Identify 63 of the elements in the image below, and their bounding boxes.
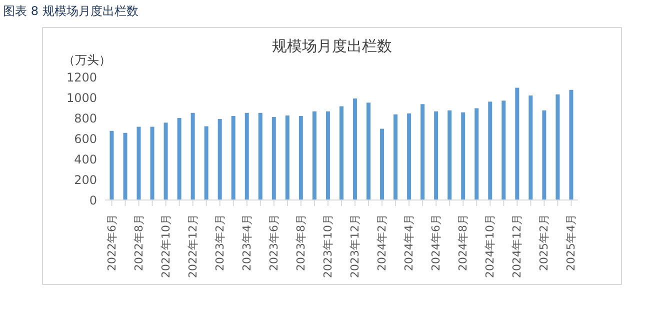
x-tick-label: 2023年8月 (294, 214, 308, 271)
bar (528, 95, 533, 200)
bar (244, 112, 249, 200)
y-tick-label: 1200 (66, 70, 97, 84)
bar (366, 102, 370, 200)
x-tick-label: 2025年2月 (538, 214, 551, 271)
bar (312, 111, 316, 200)
x-tick-label: 2022年8月 (132, 214, 146, 271)
bar (488, 102, 492, 200)
bar (448, 110, 452, 200)
bar (407, 113, 412, 200)
y-tick-label: 800 (74, 111, 97, 126)
bar (352, 98, 357, 200)
x-tick-label: 2022年6月 (105, 214, 118, 271)
x-tick-label: 2024年8月 (456, 214, 470, 271)
bar (326, 111, 330, 200)
bar (461, 112, 466, 200)
bar (542, 110, 546, 200)
bar (258, 112, 262, 200)
y-tick-label: 0 (89, 193, 97, 208)
bar (298, 116, 303, 200)
bar (569, 90, 574, 200)
bar (285, 115, 290, 200)
text: 图表 8 规模场月度出栏数 (3, 3, 138, 20)
x-tick-label: 2024年6月 (430, 214, 443, 271)
y-axis-title: （万头） (63, 52, 111, 69)
x-tick-label: 2023年10月 (321, 214, 334, 278)
bar (556, 94, 560, 200)
bar (190, 112, 195, 200)
bar (218, 119, 222, 200)
bar (231, 116, 236, 200)
x-tick-label: 2023年6月 (267, 214, 280, 271)
bar (177, 118, 182, 200)
bar (420, 104, 425, 200)
bar (394, 114, 398, 200)
bar (204, 126, 208, 200)
bar (150, 126, 154, 200)
y-tick-label: 1000 (66, 90, 97, 105)
x-tick-label: 2024年4月 (402, 214, 416, 271)
x-tick-label: 2024年12月 (510, 214, 524, 278)
x-tick-label: 2023年4月 (240, 214, 254, 271)
y-tick-label: 400 (74, 152, 97, 166)
x-tick-label: 2023年2月 (213, 214, 226, 271)
y-tick-label: 600 (74, 132, 97, 146)
bar (515, 88, 520, 200)
bar (272, 116, 276, 200)
x-tick-label: 2022年10月 (159, 214, 172, 278)
x-tick-label: 2024年2月 (376, 214, 389, 271)
bar (123, 132, 128, 200)
bar (434, 111, 438, 200)
bar (502, 100, 506, 200)
bar (164, 122, 168, 200)
x-tick-label: 2024年10月 (484, 214, 497, 278)
x-tick-label: 2025年4月 (564, 214, 578, 271)
chart-title: 规模场月度出栏数 (272, 37, 392, 55)
x-tick-label: 2023年12月 (348, 214, 362, 278)
bar (136, 126, 141, 200)
bar (110, 130, 114, 200)
x-tick-label: 2022年12月 (186, 214, 200, 278)
bar (380, 128, 384, 200)
bar (339, 106, 344, 200)
bar (474, 108, 479, 200)
y-tick-label: 200 (74, 172, 97, 187)
